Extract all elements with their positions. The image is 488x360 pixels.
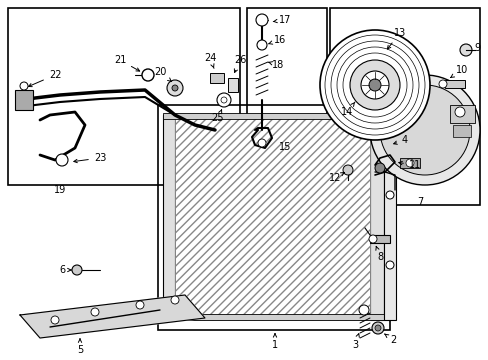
- Text: 25: 25: [211, 110, 224, 123]
- Circle shape: [379, 85, 469, 175]
- Circle shape: [358, 305, 368, 315]
- Circle shape: [256, 14, 267, 26]
- Text: 3: 3: [351, 334, 359, 350]
- Bar: [444, 80, 464, 88]
- Circle shape: [72, 265, 82, 275]
- Bar: [227, 78, 238, 92]
- Text: 5: 5: [77, 339, 83, 355]
- Text: 20: 20: [154, 67, 171, 81]
- Text: 8: 8: [375, 246, 382, 262]
- Circle shape: [91, 308, 99, 316]
- Circle shape: [385, 191, 393, 199]
- Circle shape: [221, 97, 226, 103]
- Text: 12: 12: [328, 172, 344, 183]
- Text: 17: 17: [273, 15, 290, 25]
- Bar: [15, 90, 33, 110]
- Circle shape: [459, 44, 471, 56]
- Bar: [8, 8, 240, 185]
- Text: 26: 26: [233, 55, 245, 72]
- Text: 1: 1: [271, 334, 278, 350]
- Circle shape: [371, 322, 383, 334]
- Bar: [449, 105, 474, 123]
- Text: 21: 21: [114, 55, 140, 71]
- Circle shape: [136, 301, 143, 309]
- Bar: [369, 235, 389, 243]
- Circle shape: [171, 296, 179, 304]
- Circle shape: [368, 235, 376, 243]
- Circle shape: [385, 261, 393, 269]
- Text: 13: 13: [386, 28, 406, 49]
- Bar: [383, 108, 395, 320]
- Circle shape: [405, 159, 413, 167]
- Circle shape: [217, 93, 230, 107]
- Bar: [452, 125, 470, 137]
- Text: 7: 7: [416, 197, 422, 207]
- Text: 14: 14: [340, 102, 354, 117]
- Text: 15: 15: [278, 142, 290, 152]
- Bar: [163, 113, 383, 119]
- Circle shape: [56, 154, 68, 166]
- Circle shape: [142, 69, 154, 81]
- Circle shape: [368, 79, 380, 91]
- Circle shape: [258, 139, 265, 147]
- Circle shape: [374, 325, 380, 331]
- Polygon shape: [20, 295, 204, 338]
- Circle shape: [360, 71, 388, 99]
- Circle shape: [438, 80, 446, 88]
- Text: 19: 19: [54, 185, 66, 195]
- Circle shape: [374, 163, 384, 173]
- Circle shape: [20, 82, 28, 90]
- Text: 2: 2: [384, 334, 395, 345]
- Text: 9: 9: [473, 43, 479, 53]
- Circle shape: [454, 107, 464, 117]
- Bar: [246, 8, 326, 145]
- Circle shape: [51, 316, 59, 324]
- Text: 11: 11: [398, 160, 420, 170]
- Text: 23: 23: [74, 153, 106, 163]
- Text: 22: 22: [28, 70, 61, 87]
- Text: 18: 18: [268, 60, 284, 70]
- Circle shape: [167, 80, 183, 96]
- Text: 10: 10: [450, 65, 467, 78]
- Bar: [329, 8, 479, 205]
- Bar: [158, 105, 389, 330]
- Bar: [209, 73, 224, 83]
- Circle shape: [342, 165, 352, 175]
- Text: 24: 24: [203, 53, 216, 68]
- Circle shape: [319, 30, 429, 140]
- Bar: [369, 115, 383, 320]
- Bar: [175, 115, 369, 320]
- Circle shape: [172, 85, 178, 91]
- Circle shape: [369, 75, 479, 185]
- Bar: [163, 115, 175, 320]
- Text: 6: 6: [59, 265, 71, 275]
- Circle shape: [257, 40, 266, 50]
- Circle shape: [349, 60, 399, 110]
- Text: 16: 16: [268, 35, 285, 45]
- Text: 4: 4: [393, 135, 407, 145]
- Bar: [163, 314, 383, 320]
- Bar: [399, 158, 419, 168]
